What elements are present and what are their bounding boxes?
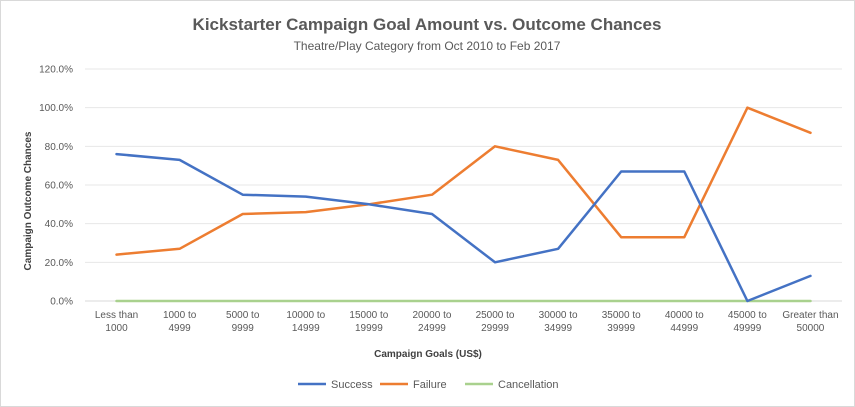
x-tick-label: 25000 to 29999 — [476, 310, 515, 334]
x-tick-label-line: Greater than — [782, 310, 838, 321]
y-tick-label: 80.0% — [45, 142, 73, 153]
x-tick-label-line: 20000 to — [412, 310, 451, 321]
x-tick-label: 35000 to 39999 — [602, 310, 641, 334]
x-tick-label-line: 5000 to — [226, 310, 260, 321]
legend-label-success: Success — [331, 379, 373, 391]
x-tick-label: Greater than 50000 — [782, 310, 838, 334]
y-tick-label: 40.0% — [45, 219, 73, 230]
y-tick-label: 100.0% — [39, 103, 73, 114]
series-lines — [115, 106, 812, 303]
y-tick-label: 20.0% — [45, 258, 73, 269]
chart-subtitle: Theatre/Play Category from Oct 2010 to F… — [294, 39, 561, 53]
legend-label-cancellation: Cancellation — [498, 379, 559, 391]
x-tick-label-line: 40000 to — [665, 310, 704, 321]
series-line-failure — [115, 106, 812, 256]
x-tick-label: 45000 to 49999 — [728, 310, 767, 334]
x-tick-label-line: 30000 to — [539, 310, 578, 321]
y-tick-label: 60.0% — [45, 181, 73, 192]
series-line-success — [115, 152, 812, 303]
x-tick-label-line: 10000 to — [286, 310, 325, 321]
chart-title: Kickstarter Campaign Goal Amount vs. Out… — [193, 15, 662, 34]
legend-label-failure: Failure — [413, 379, 447, 391]
x-tick-label: 10000 to 14999 — [286, 310, 325, 334]
x-axis-title: Campaign Goals (US$) — [374, 349, 482, 360]
x-tick-label-line: 1000 to — [163, 310, 197, 321]
x-tick-label-line: 14999 — [292, 323, 320, 334]
y-tick-label: 120.0% — [39, 65, 73, 76]
x-tick-label-line: 39999 — [607, 323, 635, 334]
x-tick-label-line: 49999 — [733, 323, 761, 334]
y-tick-label: 0.0% — [50, 297, 73, 308]
x-tick-label-line: 45000 to — [728, 310, 767, 321]
x-tick-label-line: 29999 — [481, 323, 509, 334]
x-tick-label-line: 19999 — [355, 323, 383, 334]
x-tick-label-line: Less than — [95, 310, 138, 321]
x-axis-ticks: Less than 1000 1000 to 4999 5000 to 9999 10000… — [95, 310, 839, 334]
x-tick-label-line: 9999 — [232, 323, 255, 334]
x-tick-label: 30000 to 34999 — [539, 310, 578, 334]
x-tick-label-line: 50000 — [797, 323, 825, 334]
x-tick-label-line: 25000 to — [476, 310, 515, 321]
x-tick-label-line: 24999 — [418, 323, 446, 334]
x-tick-label-line: 1000 — [105, 323, 128, 334]
x-tick-label: 1000 to 4999 — [163, 310, 197, 334]
legend: Success Failure Cancellation — [298, 379, 559, 391]
gridlines — [85, 68, 842, 302]
y-axis-ticks: 0.0% 20.0% 40.0% 60.0% 80.0% 100.0% 120.0% — [39, 65, 73, 308]
x-tick-label: Less than 1000 — [95, 310, 138, 334]
x-tick-label-line: 4999 — [169, 323, 192, 334]
x-tick-label-line: 35000 to — [602, 310, 641, 321]
x-tick-label-line: 34999 — [544, 323, 572, 334]
x-tick-label-line: 15000 to — [349, 310, 388, 321]
x-tick-label: 20000 to 24999 — [412, 310, 451, 334]
x-tick-label: 5000 to 9999 — [226, 310, 260, 334]
x-tick-label: 40000 to 44999 — [665, 310, 704, 334]
x-tick-label: 15000 to 19999 — [349, 310, 388, 334]
x-tick-label-line: 44999 — [670, 323, 698, 334]
y-axis-title: Campaign Outcome Chances — [23, 131, 34, 270]
